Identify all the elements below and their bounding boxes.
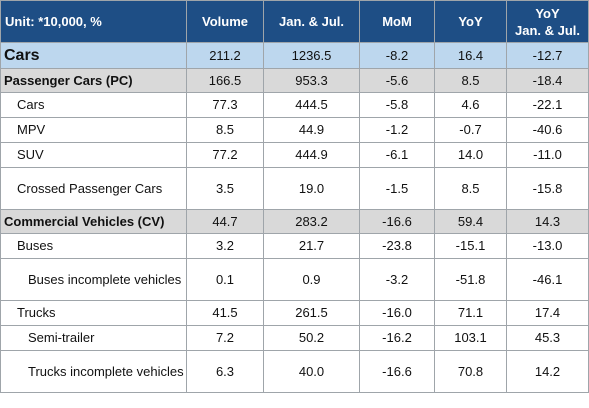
row-label: Cars <box>0 92 187 118</box>
jan-jul-cell: 953.3 <box>263 68 360 93</box>
row-label: SUV <box>0 142 187 168</box>
table-row: Trucks incomplete vehicles 6.3 40.0 -16.… <box>0 350 589 393</box>
yoy-cell: 4.6 <box>434 92 507 118</box>
table-row: Passenger Cars (PC) 166.5 953.3 -5.6 8.5… <box>0 68 589 93</box>
vehicle-sales-table: Unit: *10,000, % Volume Jan. & Jul. MoM … <box>0 0 589 393</box>
volume-cell: 77.2 <box>186 142 264 168</box>
yoy-cell: -15.1 <box>434 233 507 259</box>
jan-jul-cell: 444.9 <box>263 142 360 168</box>
yoy-cell: 59.4 <box>434 209 507 234</box>
yoy-cell: 8.5 <box>434 68 507 93</box>
volume-cell: 7.2 <box>186 325 264 351</box>
yoy-jan-jul-cell: 17.4 <box>506 300 589 326</box>
unit-header: Unit: *10,000, % <box>0 0 187 43</box>
row-label: Passenger Cars (PC) <box>0 68 187 93</box>
jan-jul-cell: 50.2 <box>263 325 360 351</box>
row-label: Buses incomplete vehicles <box>0 258 187 301</box>
header-row: Unit: *10,000, % Volume Jan. & Jul. MoM … <box>0 0 589 43</box>
yoy-cell: 16.4 <box>434 42 507 69</box>
row-label: Cars <box>0 42 187 69</box>
volume-cell: 77.3 <box>186 92 264 118</box>
row-label: Trucks incomplete vehicles <box>0 350 187 393</box>
table-row: MPV 8.5 44.9 -1.2 -0.7 -40.6 <box>0 117 589 143</box>
mom-cell: -23.8 <box>359 233 435 259</box>
row-label: Commercial Vehicles (CV) <box>0 209 187 234</box>
yoy-cell: 8.5 <box>434 167 507 210</box>
yoy-cell: 14.0 <box>434 142 507 168</box>
jan-jul-header: Jan. & Jul. <box>263 0 360 43</box>
yoy-cell: -51.8 <box>434 258 507 301</box>
mom-cell: -5.8 <box>359 92 435 118</box>
table-row: Commercial Vehicles (CV) 44.7 283.2 -16.… <box>0 209 589 234</box>
jan-jul-cell: 444.5 <box>263 92 360 118</box>
mom-cell: -16.2 <box>359 325 435 351</box>
yoy-jan-jul-header-line2: Jan. & Jul. <box>514 22 581 38</box>
yoy-jan-jul-cell: -13.0 <box>506 233 589 259</box>
yoy-jan-jul-header: YoY Jan. & Jul. <box>506 0 589 43</box>
yoy-cell: 70.8 <box>434 350 507 393</box>
mom-cell: -3.2 <box>359 258 435 301</box>
mom-cell: -16.6 <box>359 350 435 393</box>
row-label: Trucks <box>0 300 187 326</box>
row-label: MPV <box>0 117 187 143</box>
mom-cell: -16.0 <box>359 300 435 326</box>
mom-cell: -1.5 <box>359 167 435 210</box>
table-row: Crossed Passenger Cars 3.5 19.0 -1.5 8.5… <box>0 167 589 210</box>
yoy-jan-jul-cell: 14.2 <box>506 350 589 393</box>
row-label: Buses <box>0 233 187 259</box>
yoy-jan-jul-header-line1: YoY <box>535 5 560 21</box>
mom-cell: -8.2 <box>359 42 435 69</box>
table-row: Buses 3.2 21.7 -23.8 -15.1 -13.0 <box>0 233 589 259</box>
mom-header: MoM <box>359 0 435 43</box>
yoy-jan-jul-cell: 14.3 <box>506 209 589 234</box>
table-row: SUV 77.2 444.9 -6.1 14.0 -11.0 <box>0 142 589 168</box>
yoy-jan-jul-cell: -22.1 <box>506 92 589 118</box>
table-row: Cars 211.2 1236.5 -8.2 16.4 -12.7 <box>0 42 589 69</box>
volume-cell: 3.2 <box>186 233 264 259</box>
jan-jul-cell: 0.9 <box>263 258 360 301</box>
volume-cell: 211.2 <box>186 42 264 69</box>
yoy-jan-jul-cell: 45.3 <box>506 325 589 351</box>
table-row: Buses incomplete vehicles 0.1 0.9 -3.2 -… <box>0 258 589 301</box>
volume-cell: 166.5 <box>186 68 264 93</box>
yoy-jan-jul-cell: -40.6 <box>506 117 589 143</box>
table-row: Trucks 41.5 261.5 -16.0 71.1 17.4 <box>0 300 589 326</box>
yoy-header: YoY <box>434 0 507 43</box>
yoy-jan-jul-cell: -46.1 <box>506 258 589 301</box>
row-label: Crossed Passenger Cars <box>0 167 187 210</box>
mom-cell: -5.6 <box>359 68 435 93</box>
volume-header: Volume <box>186 0 264 43</box>
jan-jul-cell: 261.5 <box>263 300 360 326</box>
mom-cell: -6.1 <box>359 142 435 168</box>
jan-jul-cell: 19.0 <box>263 167 360 210</box>
volume-cell: 41.5 <box>186 300 264 326</box>
jan-jul-cell: 283.2 <box>263 209 360 234</box>
volume-cell: 44.7 <box>186 209 264 234</box>
volume-cell: 8.5 <box>186 117 264 143</box>
jan-jul-cell: 44.9 <box>263 117 360 143</box>
yoy-cell: 103.1 <box>434 325 507 351</box>
jan-jul-cell: 21.7 <box>263 233 360 259</box>
jan-jul-cell: 1236.5 <box>263 42 360 69</box>
jan-jul-cell: 40.0 <box>263 350 360 393</box>
yoy-cell: -0.7 <box>434 117 507 143</box>
mom-cell: -1.2 <box>359 117 435 143</box>
yoy-jan-jul-cell: -12.7 <box>506 42 589 69</box>
volume-cell: 3.5 <box>186 167 264 210</box>
row-label: Semi-trailer <box>0 325 187 351</box>
yoy-jan-jul-cell: -11.0 <box>506 142 589 168</box>
volume-cell: 6.3 <box>186 350 264 393</box>
table-row: Cars 77.3 444.5 -5.8 4.6 -22.1 <box>0 92 589 118</box>
yoy-jan-jul-cell: -15.8 <box>506 167 589 210</box>
volume-cell: 0.1 <box>186 258 264 301</box>
yoy-cell: 71.1 <box>434 300 507 326</box>
table-row: Semi-trailer 7.2 50.2 -16.2 103.1 45.3 <box>0 325 589 351</box>
yoy-jan-jul-cell: -18.4 <box>506 68 589 93</box>
mom-cell: -16.6 <box>359 209 435 234</box>
